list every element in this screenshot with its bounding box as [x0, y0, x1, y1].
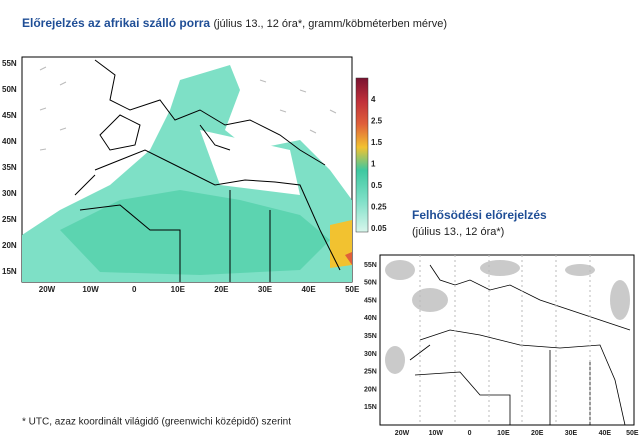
- lat-label: 25N: [2, 215, 17, 224]
- colorbar: [355, 77, 369, 233]
- lat-label: 35N: [2, 163, 17, 172]
- lat-label: 45N: [364, 297, 377, 304]
- lat-label: 50N: [364, 280, 377, 287]
- cloud-subtitle: (július 13., 12 óra*): [412, 226, 504, 238]
- lon-label: 30E: [565, 430, 578, 437]
- lat-label: 45N: [2, 111, 17, 120]
- lon-label: 40E: [599, 430, 612, 437]
- lat-label: 55N: [364, 262, 377, 269]
- lat-label: 55N: [2, 59, 17, 68]
- footnote: * UTC, azaz koordinált világidő (greenwi…: [22, 417, 291, 428]
- colorbar-label: 0.25: [371, 203, 387, 212]
- lon-label: 40E: [301, 285, 316, 294]
- lon-label: 50E: [626, 430, 639, 437]
- colorbar-label: 4: [371, 95, 376, 104]
- lat-label: 40N: [2, 137, 17, 146]
- lat-label: 15N: [2, 267, 17, 276]
- colorbar-label: 1: [371, 160, 376, 169]
- lat-label: 30N: [364, 351, 377, 358]
- lon-label: 0: [468, 430, 472, 437]
- colorbar-label: 0.5: [371, 181, 383, 190]
- lon-label: 20E: [531, 430, 544, 437]
- lon-label: 10W: [82, 285, 99, 294]
- lat-label: 35N: [364, 333, 377, 340]
- lat-label: 30N: [2, 189, 17, 198]
- lat-label: 25N: [364, 369, 377, 376]
- lat-label: 40N: [364, 315, 377, 322]
- lon-label: 20E: [214, 285, 229, 294]
- lon-label: 50E: [345, 285, 360, 294]
- lon-label: 20W: [395, 430, 410, 437]
- cloud-title: Felhősödési előrejelzés: [412, 208, 547, 222]
- lon-label: 10W: [429, 430, 444, 437]
- lon-label: 20W: [39, 285, 56, 294]
- cloud-map: [379, 254, 635, 426]
- main-title: Előrejelzés az afrikai szálló porra (júl…: [22, 16, 447, 30]
- lon-label: 10E: [497, 430, 510, 437]
- lat-label: 15N: [364, 404, 377, 411]
- colorbar-label: 0.05: [371, 224, 387, 233]
- lat-label: 50N: [2, 85, 17, 94]
- lat-label: 20N: [364, 386, 377, 393]
- lon-label: 30E: [258, 285, 273, 294]
- lat-label: 20N: [2, 241, 17, 250]
- lon-label: 10E: [171, 285, 186, 294]
- lon-label: 0: [132, 285, 137, 294]
- dust-map: [21, 56, 353, 283]
- colorbar-label: 1.5: [371, 138, 383, 147]
- colorbar-label: 2.5: [371, 117, 383, 126]
